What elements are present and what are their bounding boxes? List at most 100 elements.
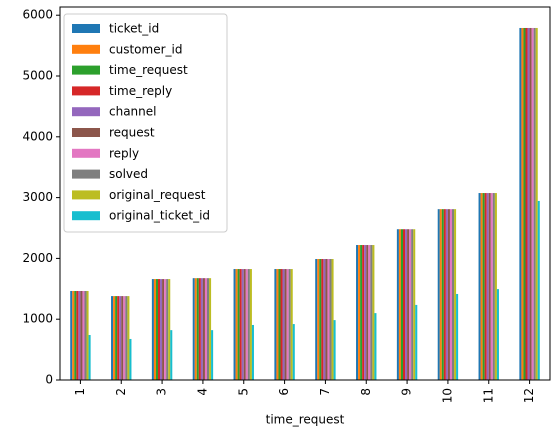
bar <box>76 290 79 380</box>
legend-swatch <box>72 65 100 75</box>
bar <box>492 193 495 380</box>
x-tick-label: 8 <box>359 388 373 396</box>
bar <box>449 209 452 380</box>
x-tick-label: 6 <box>277 388 291 396</box>
bar <box>537 200 540 380</box>
bar <box>160 279 163 380</box>
bar <box>202 278 205 380</box>
bar <box>398 229 401 380</box>
bar <box>117 296 120 380</box>
bar <box>533 27 536 380</box>
bar <box>158 279 161 380</box>
bar <box>488 193 491 380</box>
legend-swatch <box>72 24 100 33</box>
bar <box>407 229 410 380</box>
bar <box>241 269 244 380</box>
bar <box>405 229 408 380</box>
y-tick-label: 0 <box>45 373 53 387</box>
y-tick-label: 5000 <box>22 69 53 83</box>
legend-label: customer_id <box>109 42 182 56</box>
bar <box>200 278 203 380</box>
bar <box>490 193 493 380</box>
bar <box>496 289 499 380</box>
legend-label: ticket_id <box>109 22 159 36</box>
bar <box>209 278 212 380</box>
bar <box>115 296 118 380</box>
bar <box>111 296 114 380</box>
x-tick-label: 5 <box>236 388 250 396</box>
bar <box>525 27 528 380</box>
bar <box>292 324 295 380</box>
bar <box>274 269 277 380</box>
bar <box>415 304 418 380</box>
bar <box>129 338 132 380</box>
bar <box>119 296 122 380</box>
bar <box>86 290 89 380</box>
bar <box>245 269 248 380</box>
bar <box>286 269 289 380</box>
bar <box>333 320 336 380</box>
bar <box>278 269 281 380</box>
x-tick-label: 12 <box>522 388 536 403</box>
legend-swatch <box>72 211 100 221</box>
x-tick-label: 11 <box>481 388 495 403</box>
bar <box>527 27 530 380</box>
legend-label: solved <box>109 167 148 181</box>
bar <box>358 245 361 380</box>
bar <box>374 313 377 380</box>
bar <box>162 279 165 380</box>
bar <box>486 193 489 380</box>
bar <box>72 290 75 380</box>
legend-swatch <box>72 86 100 96</box>
bar <box>325 259 328 380</box>
bar <box>456 293 459 380</box>
bar <box>211 330 214 380</box>
bar <box>243 269 246 380</box>
bar <box>207 278 210 380</box>
bar <box>166 279 169 380</box>
bar <box>192 278 195 380</box>
legend-label: time_request <box>109 63 188 77</box>
bar <box>523 27 526 380</box>
bar <box>123 296 126 380</box>
bar <box>452 209 455 380</box>
bar <box>439 209 442 380</box>
bar <box>288 269 291 380</box>
bar <box>249 269 252 380</box>
bar <box>70 290 73 380</box>
bar <box>237 269 240 380</box>
y-tick-label: 2000 <box>22 251 53 265</box>
bar <box>78 290 81 380</box>
bar <box>121 296 124 380</box>
bar <box>153 279 156 380</box>
bar <box>364 245 367 380</box>
bar <box>284 269 287 380</box>
bar <box>84 290 87 380</box>
bar <box>280 269 283 380</box>
bar <box>327 259 330 380</box>
legend-label: original_request <box>109 188 206 202</box>
bar <box>251 324 254 380</box>
bar <box>437 209 440 380</box>
bar <box>529 27 532 380</box>
bar <box>535 27 538 380</box>
x-tick-label: 1 <box>73 388 87 396</box>
bar <box>362 245 365 380</box>
legend-swatch <box>72 148 100 158</box>
bar <box>151 279 154 380</box>
bar <box>372 245 375 380</box>
y-tick-label: 6000 <box>22 8 53 22</box>
bar <box>276 269 279 380</box>
x-tick-label: 4 <box>195 388 209 396</box>
bar <box>317 259 320 380</box>
bar <box>396 229 399 380</box>
bar <box>164 279 167 380</box>
x-tick-label: 3 <box>155 388 169 396</box>
bar <box>80 290 83 380</box>
bar <box>484 193 487 380</box>
legend-label: original_ticket_id <box>109 209 210 223</box>
bar <box>125 296 128 380</box>
bar <box>521 27 524 380</box>
bar <box>494 193 497 380</box>
